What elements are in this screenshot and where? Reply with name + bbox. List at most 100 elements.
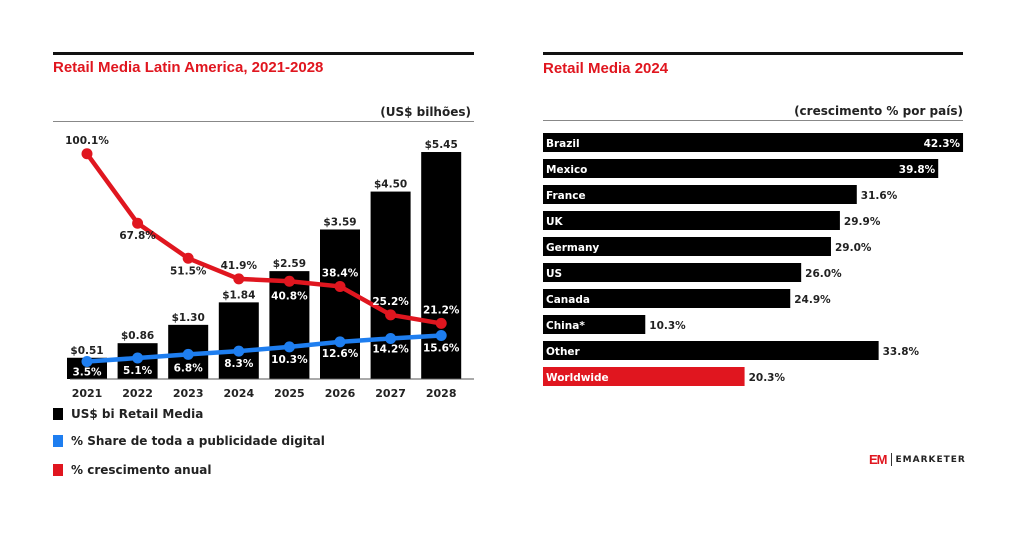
- growth-point: [334, 280, 346, 292]
- category-label: US: [546, 268, 562, 280]
- bar-2026: [320, 229, 360, 379]
- bar-2024: [218, 302, 259, 379]
- bar-mexico: [543, 159, 939, 178]
- header-rule: [543, 120, 963, 121]
- bar-canada: [543, 289, 791, 308]
- growth-label: 40.8%: [271, 290, 308, 302]
- latam-chart: $0.51 2021 $0.86 2022 $1.30 2023 $1.84 2024 $2.5…: [65, 135, 474, 400]
- bar-value-label: $2.59: [273, 258, 306, 270]
- legend-label: % crescimento anual: [71, 463, 212, 477]
- share-point: [182, 348, 194, 360]
- growth-label: 21.2%: [423, 304, 460, 316]
- share-point: [132, 352, 144, 364]
- growth-label: 67.8%: [119, 230, 156, 242]
- share-line: [86, 333, 442, 364]
- growth-point: [385, 309, 397, 321]
- bar-value-label: $1.84: [222, 289, 255, 301]
- x-tick-label: 2022: [122, 387, 153, 400]
- category-label: Other: [546, 346, 581, 358]
- category-label: China*: [546, 320, 585, 332]
- share-label: 12.6%: [322, 348, 359, 360]
- value-label: 33.8%: [883, 346, 920, 358]
- growth-point: [233, 273, 245, 285]
- growth-label: 100.1%: [65, 135, 109, 147]
- share-label: 6.8%: [174, 362, 204, 374]
- share-point: [334, 336, 346, 348]
- category-label: UK: [546, 216, 564, 228]
- emarketer-logo: EM EMARKETER: [869, 452, 966, 467]
- share-label: 14.2%: [372, 343, 409, 355]
- bar-france: [543, 185, 857, 204]
- bar-china: [543, 315, 646, 334]
- x-tick-label: 2021: [72, 387, 103, 400]
- category-label: Canada: [546, 294, 590, 306]
- value-label: 26.0%: [805, 268, 842, 280]
- header-rule: [53, 121, 474, 122]
- bar-value-label: $4.50: [374, 179, 407, 191]
- chart-title-latam: Retail Media Latin America, 2021-2028: [53, 59, 324, 76]
- bar-2027: [370, 191, 411, 379]
- share-label: 10.3%: [271, 354, 308, 366]
- value-label: 42.3%: [924, 138, 961, 150]
- bar-other: [543, 341, 879, 360]
- bar-value-label: $1.30: [172, 312, 205, 324]
- x-tick-label: 2023: [173, 387, 204, 400]
- logo-text: EMARKETER: [895, 454, 966, 465]
- value-label: 10.3%: [649, 320, 686, 332]
- top-rule: [543, 52, 963, 55]
- x-tick-label: 2026: [325, 387, 356, 400]
- bar-us: [543, 263, 802, 282]
- bar-brazil: [543, 133, 964, 152]
- growth-label: 41.9%: [221, 260, 258, 272]
- share-point: [435, 329, 447, 341]
- legend-swatch-red: [53, 464, 63, 476]
- growth-point: [435, 317, 447, 329]
- logo-divider: [890, 453, 892, 466]
- share-point: [81, 355, 93, 367]
- bar-germany: [543, 237, 831, 256]
- unit-label: (US$ bilhões): [380, 105, 471, 119]
- growth-label: 38.4%: [322, 267, 359, 279]
- legend-label: US$ bi Retail Media: [71, 407, 204, 421]
- legend-swatch-black: [53, 408, 63, 420]
- logo-mark: EM: [869, 452, 887, 467]
- share-point: [283, 341, 295, 353]
- share-label: 15.6%: [423, 342, 460, 354]
- growth-point: [132, 217, 144, 229]
- legend-item-growth: % crescimento anual: [53, 463, 211, 477]
- bar-2025: [269, 271, 310, 379]
- category-label: Germany: [546, 242, 599, 254]
- share-point: [233, 345, 245, 357]
- country-chart: Brazil 42.3% Mexico 39.8% France 31.6% UK 29.9%…: [543, 133, 964, 386]
- share-label: 3.5%: [72, 366, 102, 378]
- growth-point: [283, 275, 295, 287]
- bar-uk: [543, 211, 840, 230]
- x-tick-label: 2025: [274, 387, 305, 400]
- unit-label: (crescimento % por país): [794, 104, 963, 118]
- value-label: 20.3%: [749, 372, 786, 384]
- value-label: 29.9%: [844, 216, 881, 228]
- value-label: 31.6%: [861, 190, 898, 202]
- growth-point: [182, 252, 194, 264]
- bar-2028: [421, 152, 462, 379]
- growth-point: [81, 148, 93, 160]
- bar-value-label: $5.45: [425, 139, 458, 151]
- legend-item-bars: US$ bi Retail Media: [53, 407, 203, 421]
- bar-value-label: $3.59: [323, 216, 356, 228]
- chart-title-2024: Retail Media 2024: [543, 60, 669, 77]
- category-label: France: [546, 190, 586, 202]
- legend-swatch-blue: [53, 435, 63, 447]
- bar-value-label: $0.51: [70, 345, 103, 357]
- share-label: 5.1%: [123, 365, 153, 377]
- bar-2021: [67, 357, 107, 379]
- value-label: 29.0%: [835, 242, 872, 254]
- share-point: [385, 332, 397, 344]
- x-tick-label: 2027: [375, 387, 406, 400]
- category-label: Worldwide: [546, 372, 609, 384]
- top-rule: [53, 52, 474, 55]
- growth-label: 25.2%: [372, 296, 409, 308]
- legend-item-share: % Share de toda a publicidade digital: [53, 434, 325, 448]
- x-tick-label: 2024: [223, 387, 254, 400]
- category-label: Mexico: [546, 164, 587, 176]
